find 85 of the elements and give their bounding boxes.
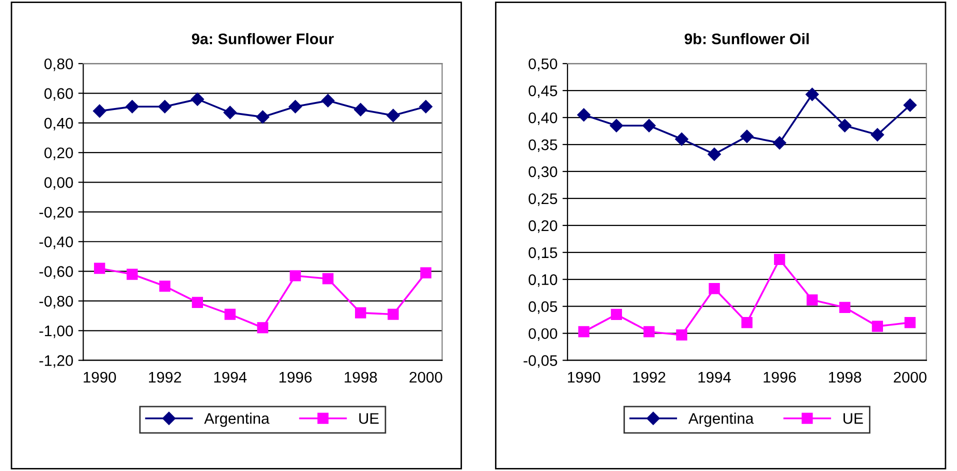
- y-tick-label: 0,60: [44, 88, 73, 101]
- y-tick-label: -0,80: [39, 296, 73, 308]
- point: [224, 308, 236, 320]
- y-tick-label: -0,60: [39, 266, 73, 279]
- point: [676, 329, 688, 341]
- point: [94, 262, 106, 274]
- x-tick-label: 2000: [410, 372, 442, 383]
- y-tick-label: -0,20: [39, 206, 73, 220]
- x-tick-label: 1994: [698, 372, 731, 383]
- point: [644, 326, 655, 338]
- point: [838, 119, 852, 132]
- x-tick-label: 1998: [828, 372, 862, 383]
- point: [290, 270, 301, 282]
- point: [870, 128, 884, 142]
- y-tick-label: -1,00: [39, 326, 73, 338]
- y-tick-label: 0,20: [44, 147, 73, 160]
- point: [420, 267, 432, 278]
- y-tick-label: 0,20: [528, 220, 558, 233]
- y-tick-label: 0,10: [528, 274, 558, 287]
- point: [257, 322, 268, 334]
- y-tick-label: 0,40: [44, 118, 73, 130]
- point: [577, 108, 590, 122]
- y-tick-label: 0,35: [528, 139, 558, 152]
- point: [321, 94, 335, 108]
- y-tick-label: 0,50: [528, 58, 558, 72]
- y-tick-label: -0,05: [524, 355, 558, 368]
- point: [741, 316, 752, 328]
- legend-label: UE: [359, 413, 379, 424]
- y-tick-label: 0,25: [528, 193, 558, 206]
- chart-title: 9b: Sunflower Oil: [684, 33, 809, 44]
- x-tick-label: 1996: [764, 372, 796, 383]
- point: [354, 102, 368, 116]
- point: [223, 106, 237, 120]
- point: [708, 148, 721, 161]
- legend-label: Argentina: [688, 412, 754, 427]
- point: [126, 268, 138, 280]
- legend-label: UE: [844, 413, 863, 424]
- point: [610, 119, 624, 132]
- point: [806, 294, 818, 306]
- point: [904, 316, 916, 328]
- point: [192, 296, 203, 308]
- point: [388, 308, 399, 320]
- y-tick-label: 0,45: [528, 85, 558, 98]
- x-tick-label: 1998: [344, 372, 377, 383]
- point: [806, 88, 819, 101]
- point: [774, 254, 786, 265]
- point: [288, 100, 302, 114]
- point: [386, 108, 400, 122]
- x-tick-label: 1990: [84, 372, 116, 383]
- y-tick-label: -0,40: [39, 236, 73, 250]
- point: [708, 283, 720, 294]
- x-tick-label: 1990: [568, 372, 600, 383]
- y-tick-label: 0,80: [44, 58, 73, 72]
- point: [158, 100, 172, 114]
- point: [190, 92, 204, 106]
- x-tick-label: 1996: [279, 372, 312, 383]
- point: [610, 308, 622, 320]
- point: [772, 136, 786, 150]
- y-tick-label: 0,40: [528, 112, 558, 126]
- point: [903, 98, 917, 112]
- y-tick-label: 0,30: [528, 166, 558, 179]
- point: [839, 302, 850, 313]
- point: [740, 130, 754, 144]
- x-tick-label: 1994: [214, 372, 247, 383]
- point: [355, 307, 366, 318]
- point: [322, 273, 334, 284]
- point: [159, 280, 170, 292]
- point: [872, 320, 883, 332]
- x-tick-label: 1992: [633, 372, 666, 383]
- point: [126, 100, 139, 114]
- y-tick-label: 0,00: [528, 328, 558, 341]
- legend-label: Argentina: [204, 412, 270, 427]
- y-tick-label: 0,05: [528, 301, 558, 314]
- y-tick-label: 0,00: [44, 177, 73, 190]
- x-tick-label: 1992: [148, 372, 182, 383]
- chart-title: 9a: Sunflower Flour: [192, 33, 334, 44]
- point: [578, 326, 590, 338]
- x-tick-label: 2000: [894, 372, 926, 383]
- point: [256, 110, 270, 124]
- point: [642, 119, 656, 132]
- y-tick-label: -1,20: [39, 355, 73, 368]
- y-tick-label: 0,15: [528, 247, 558, 260]
- point: [419, 100, 432, 114]
- point: [675, 132, 688, 146]
- point: [92, 104, 106, 118]
